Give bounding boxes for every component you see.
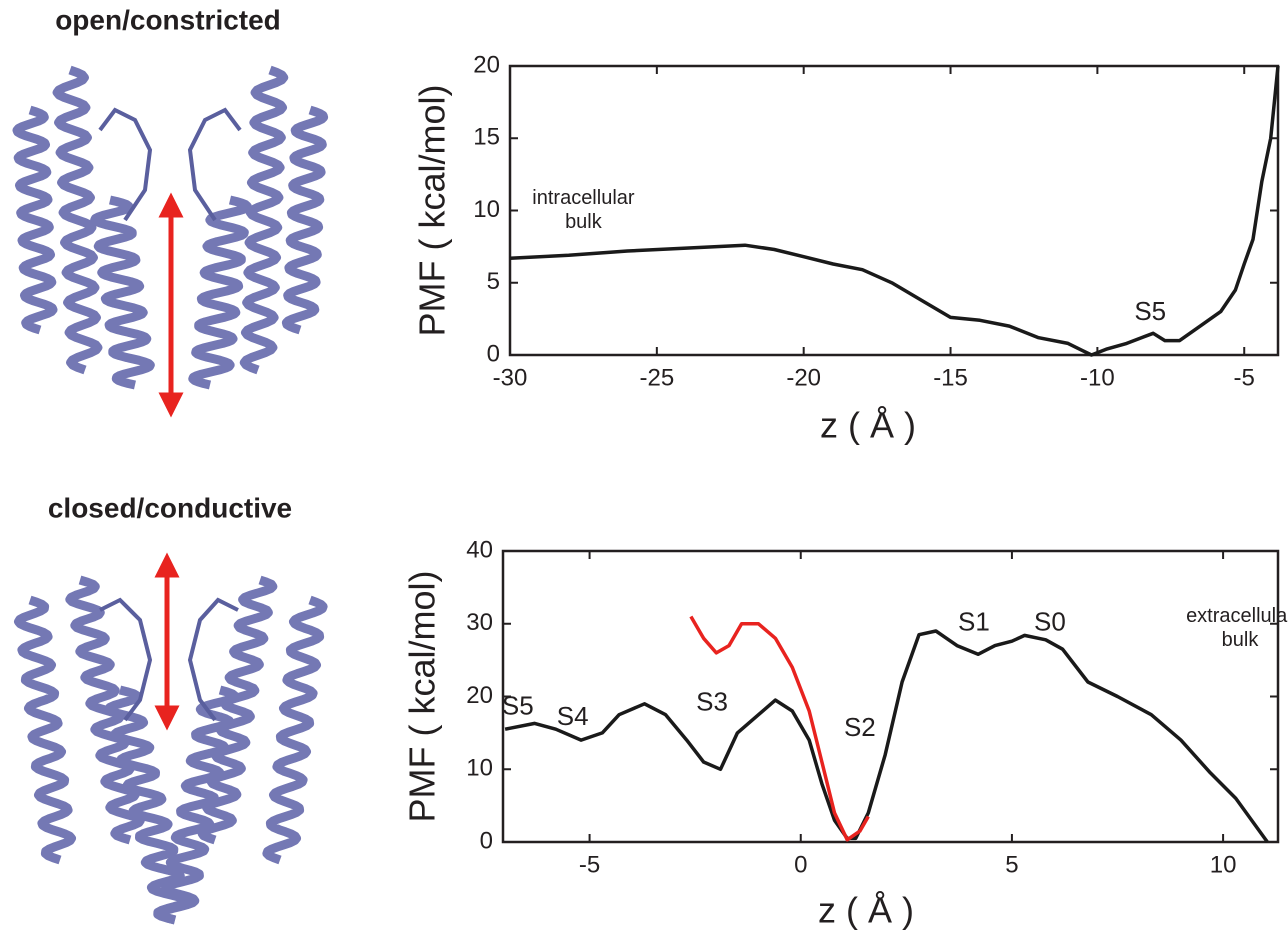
x-tick-label: -25 [640, 364, 675, 391]
pmf-line [504, 629, 1269, 844]
annotation: extracellular [1186, 605, 1288, 627]
structure-label: open/constricted [55, 4, 281, 35]
pmf-line [689, 615, 870, 842]
helix [155, 685, 240, 925]
annotation: S1 [958, 607, 990, 637]
x-tick-label: 0 [794, 851, 807, 878]
pmf-line [509, 65, 1280, 357]
annotation: intracellular [532, 187, 635, 209]
y-tick-label: 40 [466, 536, 493, 563]
annotation: bulk [1222, 629, 1260, 651]
y-axis-label: PMF ( kcal/mol) [402, 571, 443, 823]
helix [239, 65, 289, 375]
protein-structures [12, 65, 329, 925]
y-tick-label: 5 [487, 268, 500, 295]
helix [281, 105, 329, 335]
selectivity-filter [98, 107, 153, 222]
x-tick-label: -5 [1234, 364, 1255, 391]
helix [262, 595, 328, 865]
x-tick-label: -15 [933, 364, 968, 391]
x-axis-label: z ( Å ) [818, 890, 914, 931]
y-tick-label: 0 [487, 340, 500, 367]
helix [188, 195, 252, 390]
selectivity-filter [187, 597, 239, 722]
helix [52, 65, 103, 375]
x-tick-label: -30 [493, 364, 528, 391]
helix [14, 595, 76, 865]
helix [90, 195, 155, 390]
y-tick-label: 20 [466, 682, 493, 709]
y-tick-label: 20 [473, 51, 500, 78]
annotation: S3 [696, 687, 728, 717]
helix [12, 105, 58, 335]
x-tick-label: -5 [579, 851, 600, 878]
x-tick-label: -10 [1080, 364, 1115, 391]
selectivity-filter [187, 107, 242, 222]
y-axis-label: PMF ( kcal/mol) [412, 85, 453, 337]
selectivity-filter [99, 597, 153, 722]
y-tick-label: 15 [473, 124, 500, 151]
annotation: S4 [557, 701, 589, 731]
y-tick-label: 10 [466, 755, 493, 782]
helix [104, 685, 191, 925]
y-tick-label: 0 [480, 827, 493, 854]
plot-frame [501, 549, 1280, 844]
annotation: bulk [565, 211, 603, 233]
x-tick-label: 5 [1005, 851, 1018, 878]
annotation: S5 [502, 690, 534, 720]
x-tick-label: 10 [1210, 851, 1237, 878]
helix [197, 575, 278, 845]
annotation: S5 [1134, 296, 1166, 326]
y-tick-label: 30 [466, 609, 493, 636]
annotation: S0 [1034, 607, 1066, 637]
annotation: S2 [844, 712, 876, 742]
structure-label: closed/conductive [48, 492, 292, 523]
x-axis-label: z ( Å ) [820, 405, 916, 446]
y-tick-label: 10 [473, 196, 500, 223]
x-tick-label: -20 [786, 364, 821, 391]
